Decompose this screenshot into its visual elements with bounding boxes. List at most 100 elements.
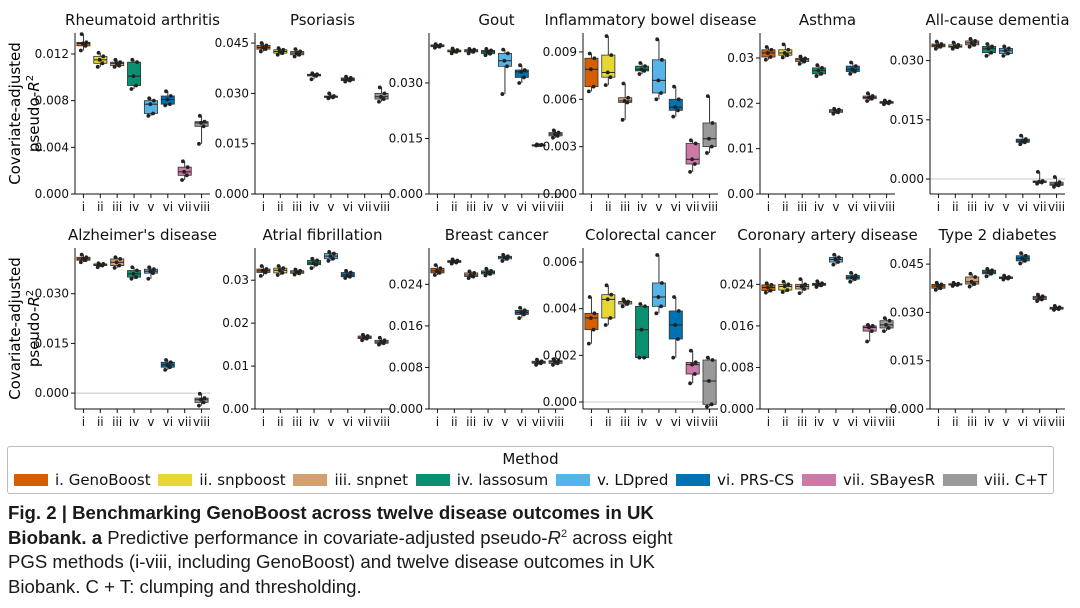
data-point bbox=[1040, 179, 1045, 183]
data-point bbox=[276, 46, 281, 50]
data-point bbox=[437, 271, 442, 275]
legend-items: i. GenoBoost ii. snpboost iii. snpnet iv. l… bbox=[14, 471, 1047, 489]
data-point bbox=[705, 94, 710, 99]
data-point bbox=[433, 42, 438, 47]
data-point bbox=[505, 51, 510, 56]
data-point bbox=[298, 268, 303, 273]
y-axis-title: Covariate-adjusted pseudo-R2 bbox=[6, 42, 43, 185]
data-point bbox=[519, 69, 524, 74]
data-point bbox=[820, 281, 824, 286]
x-tick-label: vi bbox=[671, 415, 681, 429]
y-tick-label: 0.000 bbox=[720, 402, 754, 416]
x-tick-label: vi bbox=[343, 415, 353, 429]
data-point bbox=[986, 46, 991, 51]
data-point bbox=[786, 282, 791, 287]
y-tick-label: 0.045 bbox=[890, 257, 924, 271]
box-vi bbox=[668, 98, 683, 111]
data-point bbox=[343, 276, 348, 280]
legend-item: v. LDpred bbox=[556, 471, 668, 489]
data-point bbox=[502, 58, 507, 63]
data-point bbox=[935, 284, 940, 288]
data-point bbox=[297, 52, 302, 57]
data-point bbox=[853, 64, 858, 69]
data-point bbox=[151, 98, 156, 103]
data-point bbox=[816, 282, 821, 287]
data-point bbox=[603, 83, 608, 87]
x-tick-label: viii bbox=[878, 415, 895, 429]
x-tick-label: iv bbox=[129, 200, 139, 214]
data-point bbox=[551, 128, 556, 133]
data-point bbox=[331, 256, 335, 261]
data-point bbox=[622, 98, 627, 103]
data-point bbox=[1018, 261, 1023, 266]
x-tick-label: i bbox=[82, 415, 85, 429]
data-point bbox=[709, 144, 714, 149]
data-point bbox=[869, 329, 874, 333]
data-point bbox=[705, 355, 710, 360]
caption-r-exponent: 2 bbox=[560, 527, 568, 540]
data-point bbox=[277, 49, 282, 54]
data-point bbox=[853, 273, 858, 278]
data-point bbox=[1020, 139, 1025, 144]
data-point bbox=[517, 81, 522, 85]
legend-swatch bbox=[942, 474, 977, 486]
data-point bbox=[705, 151, 709, 155]
data-point bbox=[522, 308, 527, 313]
data-point bbox=[886, 326, 891, 330]
data-point bbox=[626, 95, 631, 100]
y-tick-label: 0.015 bbox=[389, 131, 423, 145]
data-point bbox=[853, 69, 857, 74]
data-point bbox=[280, 271, 285, 275]
data-point bbox=[84, 255, 89, 260]
y-tick-label: 0.030 bbox=[890, 305, 924, 319]
chart-title: Psoriasis bbox=[290, 11, 355, 29]
data-point bbox=[882, 316, 887, 321]
data-point bbox=[292, 272, 297, 277]
data-point bbox=[985, 267, 990, 271]
data-point bbox=[197, 391, 202, 396]
legend-label: iii. snpnet bbox=[334, 471, 408, 489]
data-point bbox=[311, 261, 316, 265]
x-tick-label: iii bbox=[292, 415, 302, 429]
data-point bbox=[131, 271, 136, 276]
x-tick-label: iii bbox=[620, 200, 630, 214]
data-point bbox=[990, 44, 994, 49]
data-point bbox=[1006, 51, 1010, 56]
data-point bbox=[434, 268, 439, 273]
data-point bbox=[659, 281, 664, 285]
x-tick-label: vi bbox=[343, 200, 353, 214]
data-point bbox=[621, 297, 626, 302]
data-point bbox=[97, 57, 102, 62]
data-point bbox=[168, 94, 173, 98]
legend-label: v. LDpred bbox=[597, 471, 669, 489]
data-point bbox=[535, 357, 539, 362]
legend-item: ii. snpboost bbox=[158, 471, 286, 489]
y-tick-label: 0.00 bbox=[727, 187, 754, 201]
data-point bbox=[780, 55, 785, 60]
y-tick-label: 0.015 bbox=[35, 336, 69, 350]
x-tick-label: vii bbox=[863, 415, 877, 429]
y-tick-label: 0.02 bbox=[727, 96, 754, 110]
data-point bbox=[344, 74, 348, 79]
x-tick-label: iv bbox=[814, 200, 824, 214]
data-point bbox=[148, 102, 153, 107]
data-point bbox=[280, 51, 285, 56]
data-point bbox=[1036, 170, 1040, 174]
data-point bbox=[797, 61, 802, 66]
x-tick-label: viii bbox=[878, 200, 895, 214]
data-point bbox=[952, 44, 957, 49]
data-point bbox=[433, 263, 438, 268]
data-point bbox=[202, 396, 207, 400]
data-point bbox=[78, 260, 83, 265]
data-point bbox=[591, 84, 596, 89]
box-vi bbox=[514, 69, 529, 78]
x-tick-label: i bbox=[262, 200, 265, 214]
data-point bbox=[850, 67, 855, 72]
y-tick-label: 0.016 bbox=[389, 319, 423, 333]
data-point bbox=[131, 74, 136, 79]
data-point bbox=[786, 47, 791, 52]
data-point bbox=[259, 264, 264, 268]
data-point bbox=[551, 357, 556, 362]
y-tick-label: 0.012 bbox=[35, 47, 69, 61]
data-point bbox=[956, 42, 961, 47]
